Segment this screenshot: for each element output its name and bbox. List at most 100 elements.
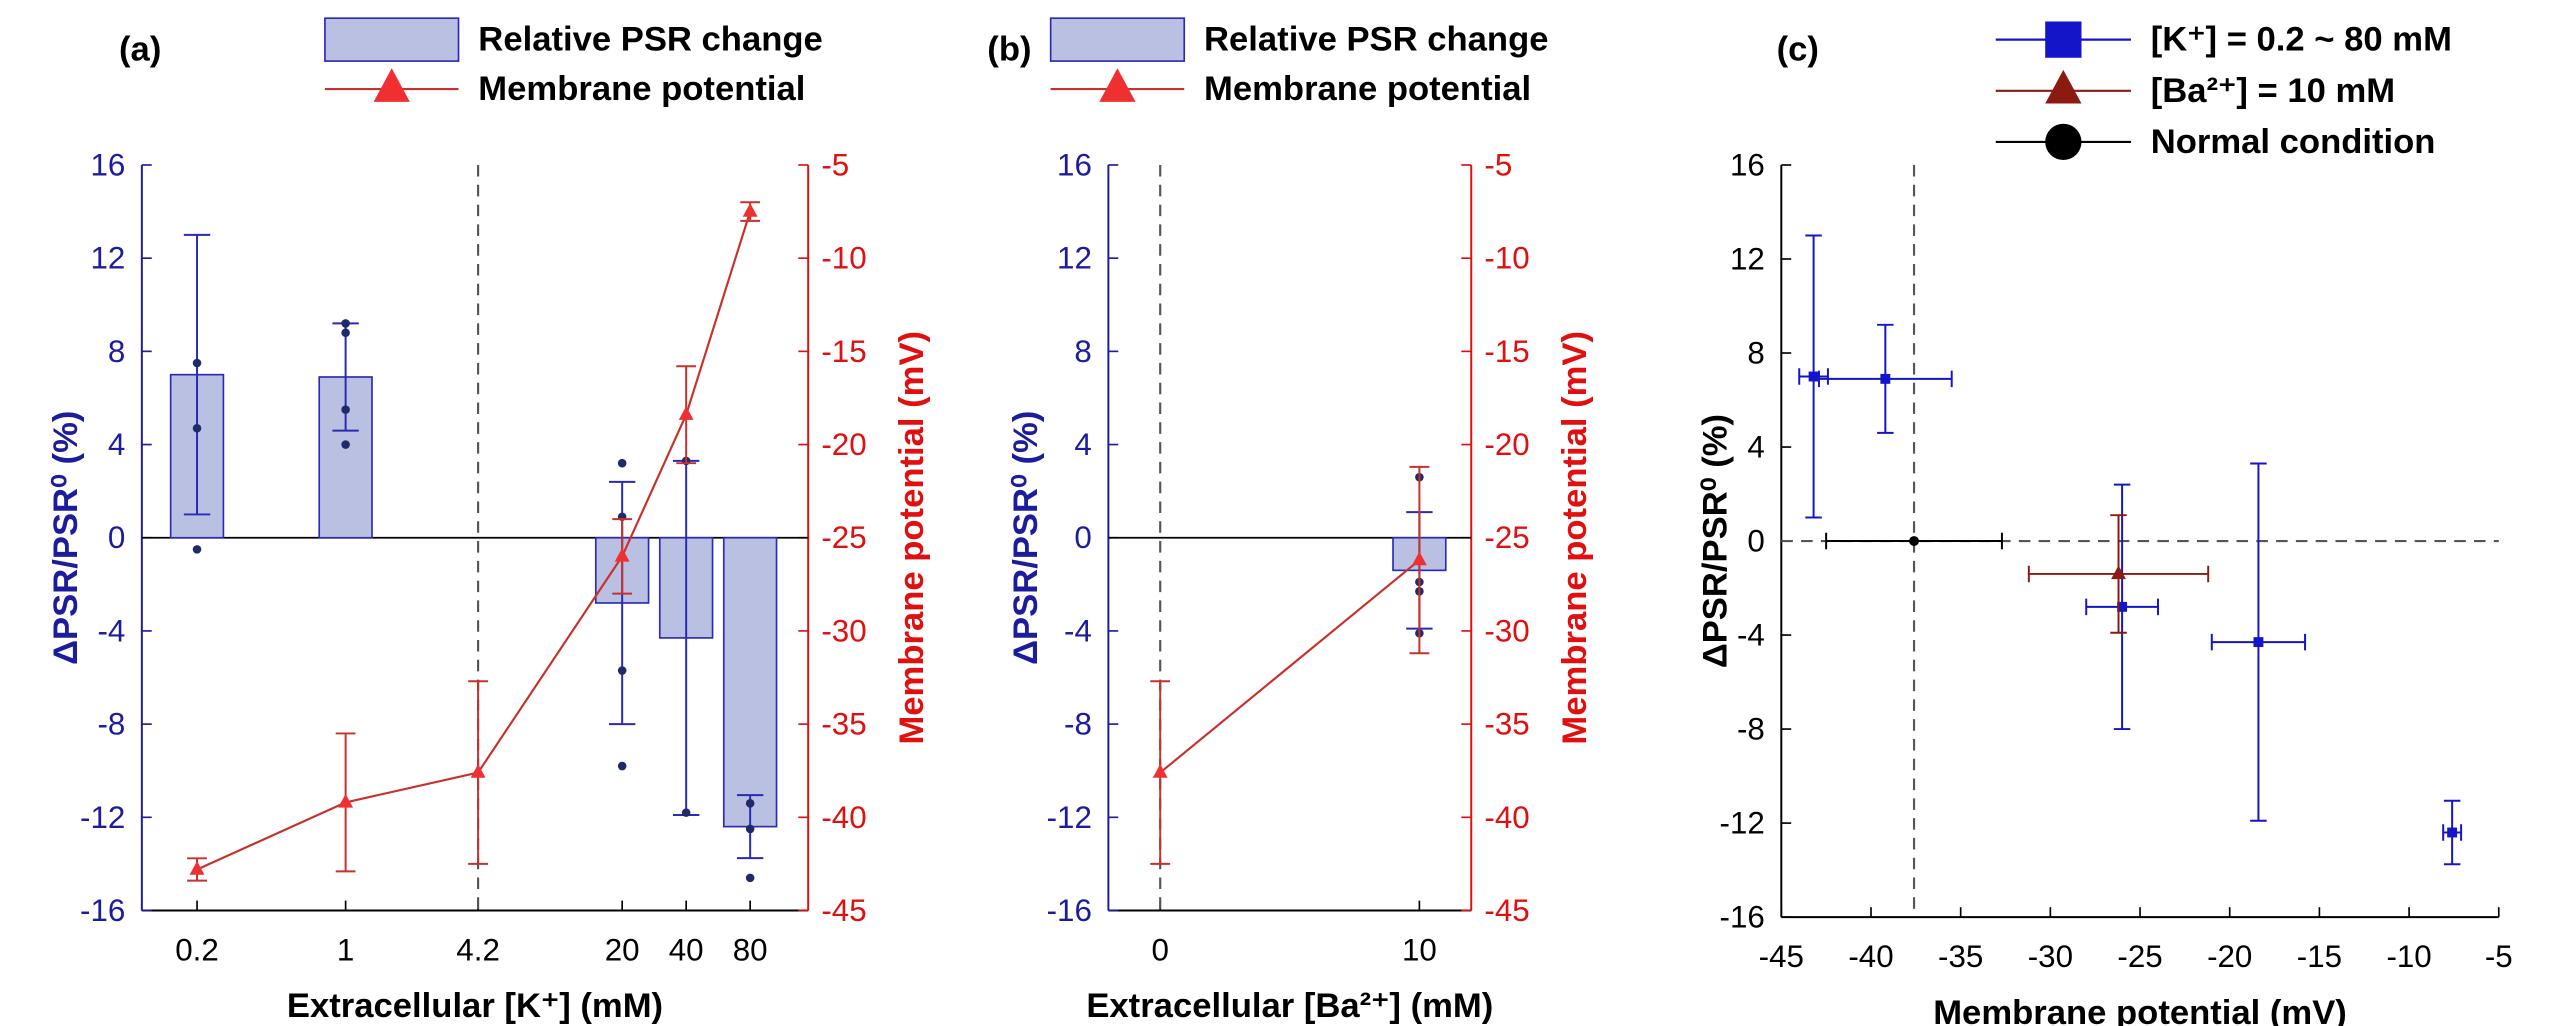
legend-marker: [373, 68, 410, 102]
panel-label: (a): [119, 31, 161, 69]
x-tick-label: -30: [2028, 939, 2073, 974]
data-point: [617, 761, 627, 771]
data-point: [192, 358, 202, 368]
line-marker: [678, 406, 694, 420]
x-tick-label: -5: [2485, 939, 2513, 974]
x-tick-label: -45: [1759, 939, 1804, 974]
x-tick-label: 0: [1151, 933, 1168, 968]
data-point: [2447, 827, 2458, 838]
y2-tick-label: -15: [821, 334, 866, 369]
line: [196, 211, 752, 871]
y-tick-label: -4: [1064, 613, 1092, 648]
x-tick-label: -10: [2386, 939, 2431, 974]
legend-marker: [2045, 21, 2082, 58]
y-tick-label: -4: [1737, 618, 1765, 653]
data-point: [2253, 637, 2264, 648]
data-point: [617, 458, 627, 468]
y-tick-label: 12: [1730, 241, 1765, 276]
legend-swatch: [324, 17, 460, 62]
legend-label: Membrane potential: [1204, 70, 1531, 108]
data-point: [745, 873, 755, 883]
y2-tick-label: -5: [821, 147, 849, 182]
y-axis-label: ΔPSR/PSR⁰ (%): [47, 411, 85, 665]
y-tick-label: 4: [1747, 430, 1764, 465]
y2-tick-label: -40: [1484, 800, 1529, 835]
line-marker: [189, 860, 205, 875]
y2-tick-label: -45: [821, 893, 866, 928]
data-point: [341, 319, 350, 328]
y2-tick-label: -40: [821, 800, 866, 835]
bar: [722, 536, 778, 828]
y2-tick-label: -20: [1484, 427, 1529, 462]
y-tick-label: 12: [1057, 241, 1092, 276]
legend-label: Normal condition: [2151, 123, 2436, 161]
line-marker: [1152, 764, 1168, 778]
y-axis-label: ΔPSR/PSR⁰ (%): [1696, 414, 1734, 668]
data-point: [745, 824, 755, 834]
y-tick-label: -4: [97, 613, 125, 648]
y2-tick-label: -25: [821, 520, 866, 555]
x-axis-label: Extracellular [K⁺] (mM): [287, 987, 663, 1025]
data-point: [192, 423, 202, 433]
y2-axis-label: Membrane potential (mV): [1556, 331, 1594, 745]
error-bar: [183, 233, 211, 516]
legend-marker: [1099, 68, 1136, 102]
y2-tick-label: -30: [1484, 613, 1529, 648]
y-tick-label: 4: [1074, 427, 1091, 462]
y-tick-label: 8: [1747, 336, 1764, 371]
y-tick-label: 4: [108, 427, 125, 462]
data-point: [1909, 536, 1919, 546]
x-axis-label: Membrane potential (mV): [1933, 994, 2347, 1026]
legend-label: [K⁺] = 0.2 ~ 80 mM: [2151, 21, 2452, 59]
legend-marker: [2045, 69, 2082, 104]
line-marker: [470, 764, 486, 778]
y-tick-label: 0: [1074, 520, 1091, 555]
x-tick-label: -35: [1938, 939, 1983, 974]
y2-tick-label: -35: [821, 707, 866, 742]
y-tick-label: -8: [1737, 712, 1765, 747]
y-tick-label: -8: [1064, 707, 1092, 742]
y2-tick-label: -20: [821, 427, 866, 462]
data-point: [681, 808, 691, 817]
data-point: [1808, 371, 1819, 382]
data-point: [2111, 565, 2126, 580]
legend-label: Membrane potential: [478, 70, 805, 108]
legend-label: Relative PSR change: [478, 21, 822, 59]
y-tick-label: 0: [108, 520, 125, 555]
y-tick-label: 8: [108, 334, 125, 369]
legend-swatch: [1049, 17, 1186, 62]
y-tick-label: 16: [1057, 147, 1092, 182]
x-tick-label: -40: [1848, 939, 1893, 974]
line-marker: [1411, 551, 1427, 566]
y-tick-label: -16: [1047, 893, 1092, 928]
line-marker: [742, 203, 758, 217]
data-point: [2117, 601, 2128, 612]
y-tick-label: -16: [80, 893, 125, 928]
data-point: [617, 666, 627, 675]
data-point: [341, 440, 350, 449]
data-point: [745, 799, 755, 808]
line-marker: [614, 547, 630, 562]
legend-label: [Ba²⁺] = 10 mM: [2151, 72, 2395, 110]
line-marker: [338, 793, 354, 808]
panel-label: (c): [1777, 31, 1819, 69]
x-tick-label: -20: [2207, 939, 2252, 974]
y-tick-label: -12: [80, 800, 125, 835]
data-point: [1880, 373, 1891, 384]
y2-tick-label: -10: [821, 241, 866, 276]
data-point: [341, 328, 350, 338]
y2-tick-label: -25: [1484, 520, 1529, 555]
y2-tick-label: -45: [1484, 893, 1529, 928]
y2-tick-label: -5: [1484, 147, 1512, 182]
y-axis-label: ΔPSR/PSR⁰ (%): [1007, 411, 1045, 665]
x-tick-label: 20: [605, 933, 640, 968]
y-tick-label: 12: [90, 241, 125, 276]
x-tick-label: 40: [669, 933, 704, 968]
x-axis-label: Extracellular [Ba²⁺] (mM): [1086, 987, 1493, 1025]
y-tick-label: 0: [1747, 524, 1764, 559]
y2-tick-label: -15: [1484, 334, 1529, 369]
y-tick-label: -12: [1720, 806, 1765, 841]
line: [1159, 559, 1421, 774]
x-tick-label: 10: [1402, 933, 1437, 968]
